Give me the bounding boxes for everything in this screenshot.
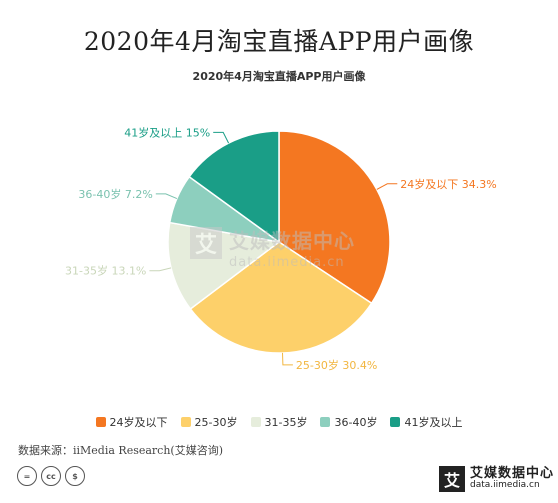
legend-label: 31-35岁 [264, 416, 308, 429]
leader-line [213, 131, 230, 144]
watermark: 艾 艾媒数据中心 data.iimedia.cn [190, 227, 355, 270]
chart-title: 2020年4月淘宝直播APP用户画像 [192, 70, 366, 83]
brand-url: data.iimedia.cn [470, 480, 540, 491]
legend-label: 41岁及以上 [404, 416, 463, 429]
page-title: 2020年4月淘宝直播APP用户画像 [83, 27, 475, 56]
data-label: 36-40岁 7.2% [78, 187, 152, 201]
legend-label: 24岁及以下 [109, 416, 168, 429]
brand-name: 艾媒数据中心 [470, 466, 555, 482]
license-cc-icon: cc [41, 466, 61, 486]
legend-label: 25-30岁 [194, 416, 238, 429]
data-label: 24岁及以下 34.3% [400, 177, 496, 191]
license-icons: = cc $ [17, 466, 85, 486]
license-nc-icon: $ [65, 466, 85, 486]
data-label: 31-35岁 13.1% [65, 264, 146, 278]
legend-item: 25-30岁 [180, 414, 238, 430]
pie-slice [189, 241, 373, 354]
brand-logo: 艾 艾媒数据中心 data.iimedia.cn [439, 466, 554, 492]
legend-swatch [180, 417, 191, 427]
leader-line [155, 193, 178, 200]
legend: 24岁及以下 25-30岁 31-35岁 36-40岁 41岁及以上 [0, 414, 558, 430]
pie-slice [188, 130, 280, 244]
leader-line [282, 352, 293, 366]
watermark-logo-char: 艾 [195, 233, 217, 258]
watermark-text-url: data.iimedia.cn [229, 255, 345, 270]
legend-swatch [320, 417, 331, 427]
legend-label: 36-40岁 [334, 416, 378, 429]
legend-item: 41岁及以上 [390, 414, 462, 430]
legend-swatch [250, 417, 261, 427]
legend-item: 24岁及以下 [95, 414, 168, 430]
leader-line [149, 267, 172, 272]
legend-swatch [95, 417, 106, 427]
legend-swatch [390, 417, 401, 427]
watermark-text-cn: 艾媒数据中心 [229, 229, 355, 253]
data-label: 25-30岁 30.4% [296, 358, 377, 372]
legend-item: 36-40岁 [320, 414, 377, 430]
brand-icon: 艾 [439, 466, 465, 492]
legend-item: 31-35岁 [250, 414, 308, 430]
leader-line [376, 183, 398, 190]
watermark-logo-box [190, 227, 222, 259]
license-nd-icon: = [17, 466, 37, 486]
source-note: 数据来源：iiMedia Research(艾媒咨询) [18, 444, 224, 457]
data-label: 41岁及以上 15% [124, 125, 210, 139]
